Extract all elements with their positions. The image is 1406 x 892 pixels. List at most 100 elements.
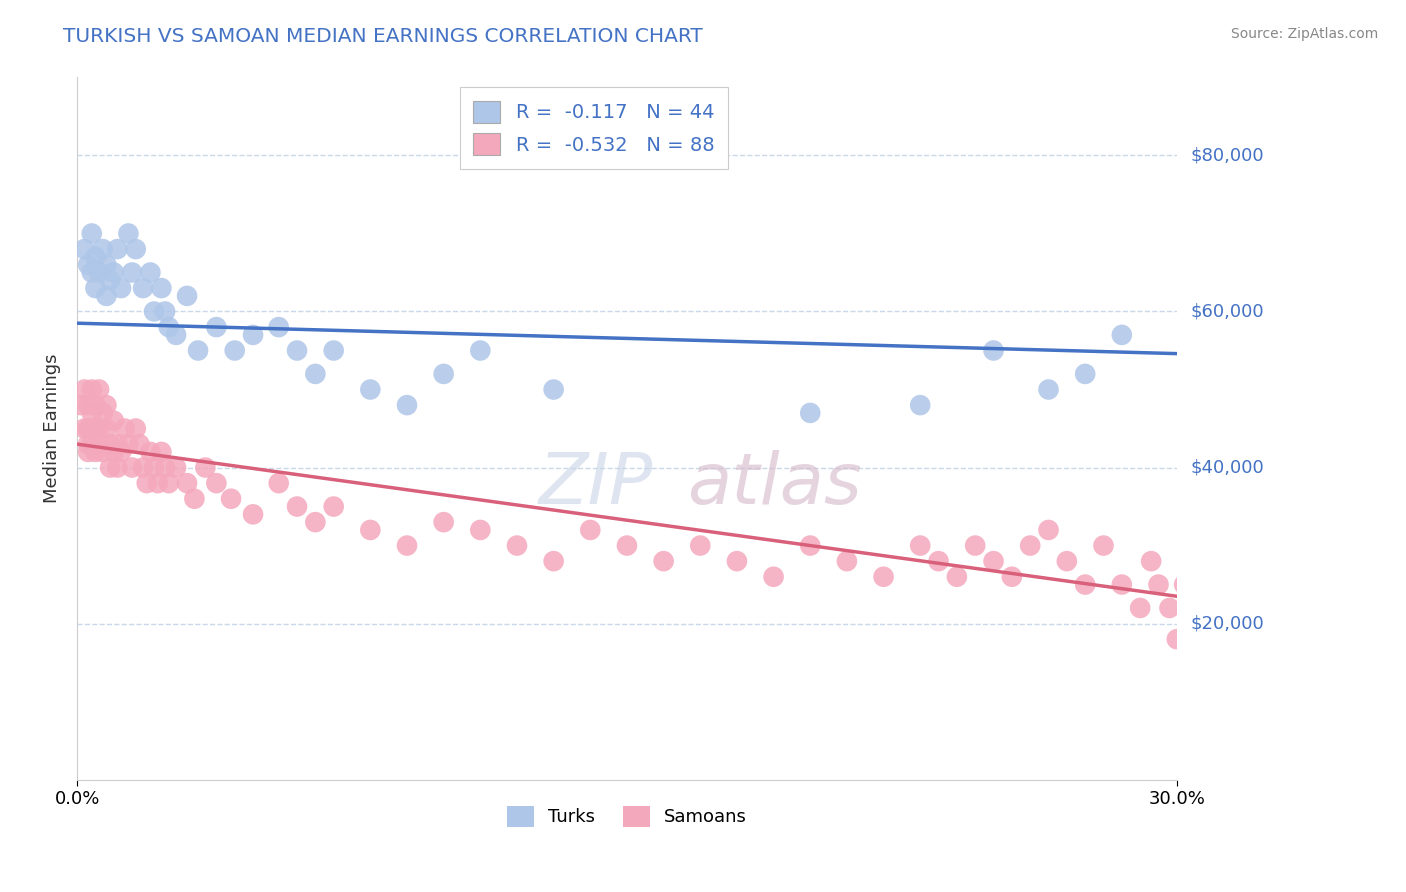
- Point: [150, 445, 173, 459]
- Point: [121, 265, 143, 279]
- Point: [1111, 327, 1133, 342]
- Point: [96, 258, 118, 272]
- Point: [267, 476, 290, 491]
- Point: [107, 460, 129, 475]
- Point: [285, 500, 308, 514]
- Point: [470, 343, 492, 358]
- Point: [579, 523, 602, 537]
- Point: [205, 476, 228, 491]
- Point: [1202, 577, 1225, 591]
- Point: [1038, 383, 1060, 397]
- Point: [98, 437, 121, 451]
- Point: [1129, 601, 1152, 615]
- Point: [117, 227, 139, 241]
- Point: [872, 570, 894, 584]
- Text: $80,000: $80,000: [1191, 146, 1264, 164]
- Point: [146, 476, 169, 491]
- Point: [1092, 539, 1115, 553]
- Point: [1195, 640, 1218, 654]
- Point: [87, 421, 110, 435]
- Point: [395, 539, 418, 553]
- Text: $40,000: $40,000: [1191, 458, 1264, 476]
- Point: [835, 554, 858, 568]
- Point: [84, 250, 107, 264]
- Point: [322, 343, 344, 358]
- Point: [1140, 554, 1163, 568]
- Point: [1019, 539, 1042, 553]
- Point: [153, 460, 176, 475]
- Point: [946, 570, 969, 584]
- Point: [80, 227, 103, 241]
- Point: [165, 327, 187, 342]
- Point: [91, 242, 114, 256]
- Point: [157, 320, 180, 334]
- Point: [725, 554, 748, 568]
- Point: [219, 491, 242, 506]
- Point: [84, 281, 107, 295]
- Y-axis label: Median Earnings: Median Earnings: [44, 354, 60, 503]
- Point: [143, 460, 166, 475]
- Point: [103, 445, 125, 459]
- Point: [73, 421, 96, 435]
- Point: [652, 554, 675, 568]
- Point: [433, 367, 456, 381]
- Text: Source: ZipAtlas.com: Source: ZipAtlas.com: [1230, 27, 1378, 41]
- Legend: Turks, Samoans: Turks, Samoans: [499, 798, 754, 834]
- Point: [110, 445, 132, 459]
- Point: [87, 383, 110, 397]
- Point: [84, 421, 107, 435]
- Point: [194, 460, 217, 475]
- Point: [359, 523, 381, 537]
- Point: [506, 539, 529, 553]
- Point: [98, 273, 121, 287]
- Point: [132, 281, 155, 295]
- Point: [157, 476, 180, 491]
- Point: [176, 289, 198, 303]
- Point: [304, 367, 326, 381]
- Point: [84, 445, 107, 459]
- Point: [110, 281, 132, 295]
- Text: TURKISH VS SAMOAN MEDIAN EARNINGS CORRELATION CHART: TURKISH VS SAMOAN MEDIAN EARNINGS CORREL…: [63, 27, 703, 45]
- Point: [80, 421, 103, 435]
- Point: [139, 445, 162, 459]
- Point: [165, 460, 187, 475]
- Point: [77, 258, 100, 272]
- Point: [267, 320, 290, 334]
- Point: [84, 398, 107, 412]
- Point: [285, 343, 308, 358]
- Point: [205, 320, 228, 334]
- Point: [1074, 367, 1097, 381]
- Point: [117, 437, 139, 451]
- Point: [96, 398, 118, 412]
- Point: [689, 539, 711, 553]
- Point: [543, 383, 565, 397]
- Point: [80, 437, 103, 451]
- Point: [77, 445, 100, 459]
- Point: [91, 445, 114, 459]
- Point: [103, 265, 125, 279]
- Point: [322, 500, 344, 514]
- Point: [799, 406, 821, 420]
- Point: [908, 398, 931, 412]
- Point: [125, 421, 148, 435]
- Point: [91, 406, 114, 420]
- Point: [107, 242, 129, 256]
- Point: [125, 242, 148, 256]
- Point: [132, 460, 155, 475]
- Point: [98, 460, 121, 475]
- Point: [80, 383, 103, 397]
- Point: [1001, 570, 1024, 584]
- Point: [143, 304, 166, 318]
- Point: [121, 460, 143, 475]
- Point: [150, 281, 173, 295]
- Point: [799, 539, 821, 553]
- Point: [77, 437, 100, 451]
- Text: $20,000: $20,000: [1191, 615, 1264, 632]
- Point: [183, 491, 205, 506]
- Point: [77, 421, 100, 435]
- Point: [176, 476, 198, 491]
- Point: [470, 523, 492, 537]
- Point: [543, 554, 565, 568]
- Text: atlas: atlas: [688, 450, 862, 519]
- Point: [1159, 601, 1181, 615]
